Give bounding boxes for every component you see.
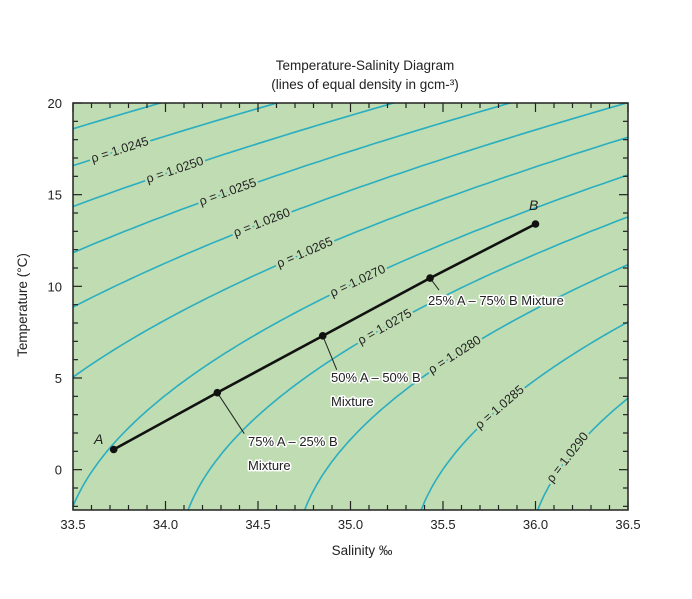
point-b-label: B [529, 197, 538, 213]
mixing-point [319, 332, 327, 340]
y-tick-label: 5 [55, 371, 62, 386]
x-tick-label: 34.0 [153, 517, 178, 532]
chart-title: Temperature-Salinity Diagram [276, 58, 455, 73]
y-tick-label: 0 [55, 463, 62, 478]
point-a-label: A [93, 431, 103, 447]
chart-subtitle: (lines of equal density in gcm-³) [271, 77, 459, 92]
mix50-label-line2: Mixture [331, 394, 374, 409]
mixing-point [214, 389, 222, 397]
x-tick-label: 36.0 [523, 517, 548, 532]
x-tick-label: 34.5 [245, 517, 270, 532]
x-axis-title: Salinity ‰ [332, 543, 393, 558]
mix75-label-line2: Mixture [248, 458, 291, 473]
y-tick-label: 15 [48, 188, 62, 203]
x-tick-label: 36.5 [615, 517, 640, 532]
x-tick-label: 35.0 [338, 517, 363, 532]
mixing-point [110, 446, 118, 454]
y-tick-label: 10 [48, 279, 62, 294]
x-tick-label: 33.5 [60, 517, 85, 532]
mix75-label-line1: 75% A – 25% B [248, 434, 338, 449]
x-tick-label: 35.5 [430, 517, 455, 532]
mix50-label-line1: 50% A – 50% B [331, 370, 421, 385]
y-tick-label: 20 [48, 96, 62, 111]
mixing-point [426, 274, 434, 282]
mixing-point [532, 220, 540, 228]
mix25-label: 25% A – 75% B Mixture [428, 293, 564, 308]
y-axis-title: Temperature (°C) [15, 253, 30, 357]
